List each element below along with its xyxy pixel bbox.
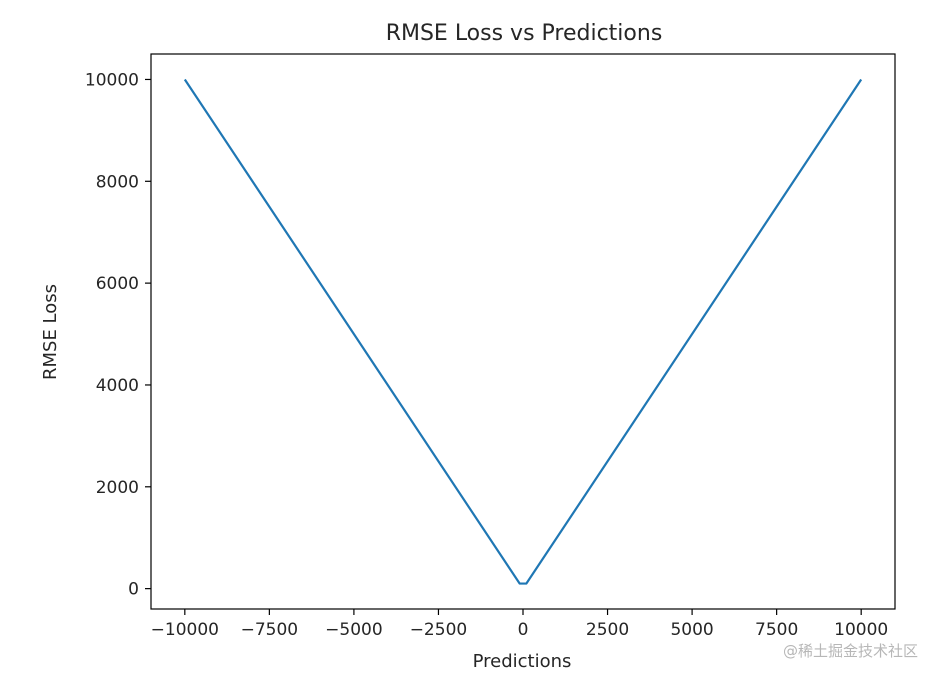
x-tick-label: 7500 xyxy=(755,620,798,640)
series-line-0 xyxy=(183,78,863,585)
y-axis-label: RMSE Loss xyxy=(40,284,61,380)
x-tick-label: 2500 xyxy=(586,620,629,640)
y-axis: 0 2000 4000 6000 8000 10000 xyxy=(85,70,151,600)
x-tick-label: −10000 xyxy=(151,620,219,640)
x-axis-label: Predictions xyxy=(473,651,572,672)
chart-title: RMSE Loss vs Predictions xyxy=(386,21,663,46)
x-tick-label: −5000 xyxy=(325,620,383,640)
y-tick-label: 10000 xyxy=(85,70,139,90)
y-tick-label: 0 xyxy=(128,580,139,600)
plot-area-frame xyxy=(150,53,896,610)
y-tick-label: 4000 xyxy=(96,376,139,396)
x-tick-label: −2500 xyxy=(410,620,468,640)
series-layer xyxy=(183,78,863,585)
watermark: @稀土掘金技术社区 xyxy=(783,642,918,660)
y-tick-label: 6000 xyxy=(96,274,139,294)
x-axis: −10000 −7500 −5000 −2500 0 2500 5000 7500 10000 xyxy=(151,609,888,640)
x-tick-label: −7500 xyxy=(241,620,299,640)
y-tick-label: 2000 xyxy=(96,478,139,498)
y-tick-label: 8000 xyxy=(96,172,139,192)
x-tick-label: 5000 xyxy=(670,620,713,640)
x-tick-label: 0 xyxy=(518,620,529,640)
x-tick-label: 10000 xyxy=(834,620,888,640)
